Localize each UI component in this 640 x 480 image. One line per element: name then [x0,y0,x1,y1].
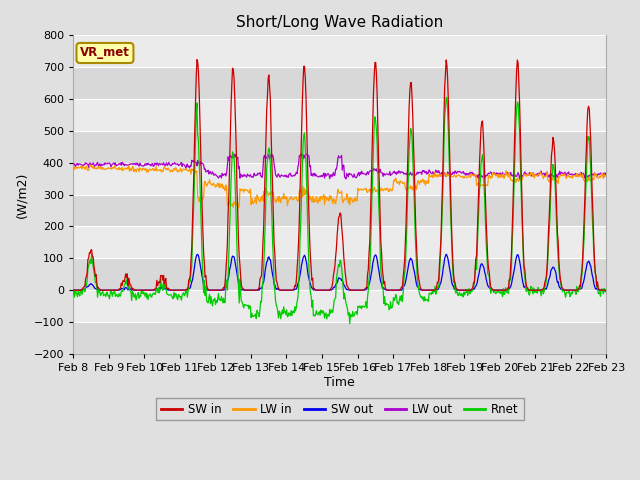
Bar [73,163,606,194]
Bar [73,290,606,322]
Bar [73,258,606,290]
Title: Short/Long Wave Radiation: Short/Long Wave Radiation [236,15,444,30]
Bar [73,227,606,258]
Bar [73,99,606,131]
Bar [73,131,606,163]
Y-axis label: (W/m2): (W/m2) [15,171,28,218]
Bar [73,36,606,67]
X-axis label: Time: Time [324,376,355,389]
Bar [73,67,606,99]
Bar [73,194,606,227]
Text: VR_met: VR_met [80,47,130,60]
Legend: SW in, LW in, SW out, LW out, Rnet: SW in, LW in, SW out, LW out, Rnet [156,398,524,420]
Bar [73,322,606,354]
